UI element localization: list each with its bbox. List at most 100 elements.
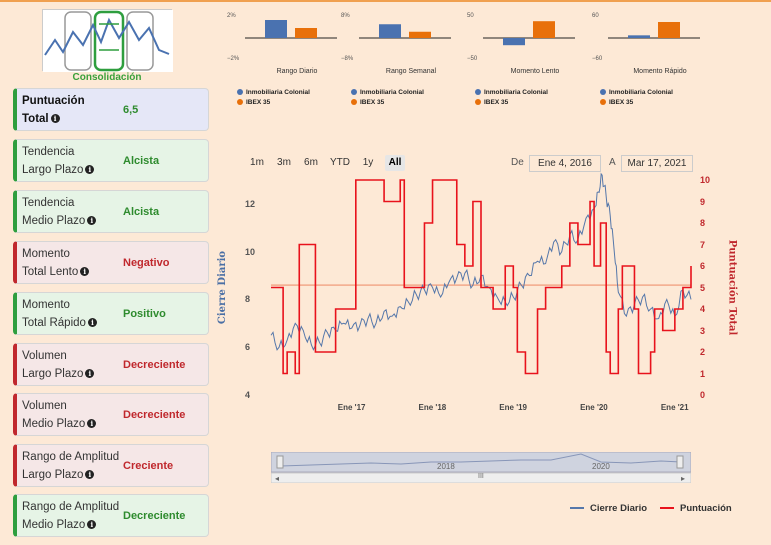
range-button-3m[interactable]: 3m bbox=[277, 157, 291, 168]
mini-chart: 50 −50 Momento Lento Inmobiliaria Colonial I… bbox=[465, 10, 587, 110]
mini-ytick-bottom: −50 bbox=[467, 56, 478, 62]
card-title-line2-text: Largo Plazo bbox=[22, 469, 84, 481]
card-title-line1: Volumen bbox=[22, 350, 67, 362]
logo-label: Consolidación bbox=[72, 72, 142, 83]
indicator-card: Tendencia Largo Plazo i Alcista bbox=[13, 139, 209, 182]
range-button-ytd[interactable]: YTD bbox=[330, 157, 350, 168]
y-axis-left-title: Cierre Diario bbox=[217, 250, 229, 325]
navigator-scrollbar[interactable] bbox=[271, 472, 691, 483]
y-right-tick: 0 bbox=[700, 390, 706, 400]
y-left-tick: 12 bbox=[245, 198, 256, 209]
card-title-line1: Tendencia bbox=[22, 197, 75, 209]
card-title-line2: Total Rápido i bbox=[22, 317, 97, 329]
mini-legend-index[interactable]: IBEX 35 bbox=[237, 99, 270, 106]
card-value: Decreciente bbox=[123, 359, 186, 371]
indicator-card: Puntuación Total i 6,5 bbox=[13, 88, 209, 131]
info-icon[interactable]: i bbox=[87, 216, 97, 226]
info-icon[interactable]: i bbox=[50, 114, 60, 124]
card-title-line1: Tendencia bbox=[22, 146, 75, 158]
card-value: 6,5 bbox=[123, 104, 139, 116]
mini-legend-company[interactable]: Inmobiliaria Colonial bbox=[237, 89, 310, 96]
y-right-tick: 3 bbox=[700, 325, 706, 336]
card-title-line2: Medio Plazo i bbox=[22, 215, 97, 227]
card-title-line1: Volumen bbox=[22, 400, 67, 412]
info-icon[interactable]: i bbox=[87, 419, 97, 429]
card-value: Alcista bbox=[123, 155, 160, 167]
card-value: Decreciente bbox=[123, 409, 186, 421]
y-right-tick: 7 bbox=[700, 239, 706, 250]
range-button-1m[interactable]: 1m bbox=[250, 157, 264, 168]
scrollbar-grip[interactable]: III bbox=[478, 473, 484, 480]
mini-legend-company[interactable]: Inmobiliaria Colonial bbox=[475, 89, 548, 96]
mini-bar-index bbox=[409, 31, 431, 38]
card-title-line1: Momento bbox=[22, 248, 70, 260]
info-icon[interactable]: i bbox=[80, 267, 90, 277]
info-icon[interactable]: i bbox=[85, 165, 95, 175]
navigator-handle-right[interactable] bbox=[676, 455, 684, 469]
legend-item-price[interactable]: Cierre Diario bbox=[570, 503, 647, 514]
card-title-line2: Largo Plazo i bbox=[22, 469, 95, 481]
mini-ytick-bottom: −8% bbox=[341, 56, 354, 62]
y-left-tick: 10 bbox=[245, 246, 256, 257]
y-left-tick: 4 bbox=[245, 390, 251, 400]
mini-legend-index[interactable]: IBEX 35 bbox=[475, 99, 508, 106]
to-label: A bbox=[609, 157, 616, 168]
card-title-line2-text: Total Lento bbox=[22, 266, 79, 278]
card-value: Negativo bbox=[123, 257, 170, 269]
x-tick: Ene '18 bbox=[418, 403, 447, 412]
x-tick: Ene '17 bbox=[337, 403, 366, 412]
card-value: Alcista bbox=[123, 206, 160, 218]
mini-legend-index[interactable]: IBEX 35 bbox=[351, 99, 384, 106]
range-button-6m[interactable]: 6m bbox=[304, 157, 318, 168]
y-right-tick: 10 bbox=[700, 175, 711, 185]
series-puntuacion bbox=[271, 179, 692, 375]
mini-ytick-top: 50 bbox=[467, 13, 474, 19]
mini-chart: 2% −2% Rango Diario Inmobiliaria Colonial IB… bbox=[227, 10, 349, 110]
navigator-label-2020: 2020 bbox=[592, 462, 610, 471]
card-title-line2: Total Lento i bbox=[22, 266, 90, 278]
mini-chart: 8% −8% Rango Semanal Inmobiliaria Colonial I… bbox=[341, 10, 463, 110]
indicator-card: Volumen Largo Plazo i Decreciente bbox=[13, 343, 209, 386]
to-date-input[interactable]: Mar 17, 2021 bbox=[621, 155, 693, 172]
range-button-all[interactable]: All bbox=[385, 155, 405, 171]
mini-bar-company bbox=[265, 20, 287, 38]
mini-legend-company[interactable]: Inmobiliaria Colonial bbox=[600, 89, 673, 96]
from-date-input[interactable]: Ene 4, 2016 bbox=[529, 155, 601, 172]
card-title-line2-text: Largo Plazo bbox=[22, 368, 84, 380]
info-icon[interactable]: i bbox=[85, 470, 95, 480]
mini-ytick-bottom: −60 bbox=[592, 56, 603, 62]
info-icon[interactable]: i bbox=[85, 369, 95, 379]
mini-legend-index[interactable]: IBEX 35 bbox=[600, 99, 633, 106]
x-tick: Ene '20 bbox=[580, 403, 608, 412]
navigator-label-2018: 2018 bbox=[437, 462, 455, 471]
card-value: Positivo bbox=[123, 308, 166, 320]
legend-item-score[interactable]: Puntuación bbox=[660, 503, 732, 514]
y-axis-right-title: Puntuación Total bbox=[726, 239, 738, 336]
mini-bar-company bbox=[503, 38, 525, 46]
x-tick: Ene '19 bbox=[499, 403, 527, 412]
info-icon[interactable]: i bbox=[87, 318, 97, 328]
mini-bar-company bbox=[628, 35, 650, 38]
mini-bar-index bbox=[533, 21, 555, 38]
card-value: Decreciente bbox=[123, 510, 186, 522]
mini-ytick-bottom: −2% bbox=[227, 56, 240, 62]
top-accent-line bbox=[0, 0, 771, 2]
card-title-line2-text: Medio Plazo bbox=[22, 519, 86, 531]
card-title-line1: Rango de Amplitud bbox=[22, 451, 120, 463]
mini-legend-company[interactable]: Inmobiliaria Colonial bbox=[351, 89, 424, 96]
card-title-line2-text: Total Rápido bbox=[22, 317, 86, 329]
mini-ytick-top: 2% bbox=[227, 13, 236, 19]
scroll-left-icon: ◂ bbox=[275, 474, 279, 483]
range-button-1y[interactable]: 1y bbox=[362, 157, 374, 168]
navigator-handle-left[interactable] bbox=[276, 455, 284, 469]
mini-ytick-top: 8% bbox=[341, 13, 350, 19]
navigator[interactable]: ◂ ▸ bbox=[271, 452, 691, 483]
card-title-line2-text: Total bbox=[22, 113, 49, 125]
info-icon[interactable]: i bbox=[87, 520, 97, 530]
indicator-card: Momento Total Lento i Negativo bbox=[13, 241, 209, 284]
card-title-line2: Total i bbox=[22, 113, 60, 125]
indicator-card: Volumen Medio Plazo i Decreciente bbox=[13, 393, 209, 436]
scroll-right-icon: ▸ bbox=[681, 474, 685, 483]
card-title-line1: Rango de Amplitud bbox=[22, 501, 120, 513]
